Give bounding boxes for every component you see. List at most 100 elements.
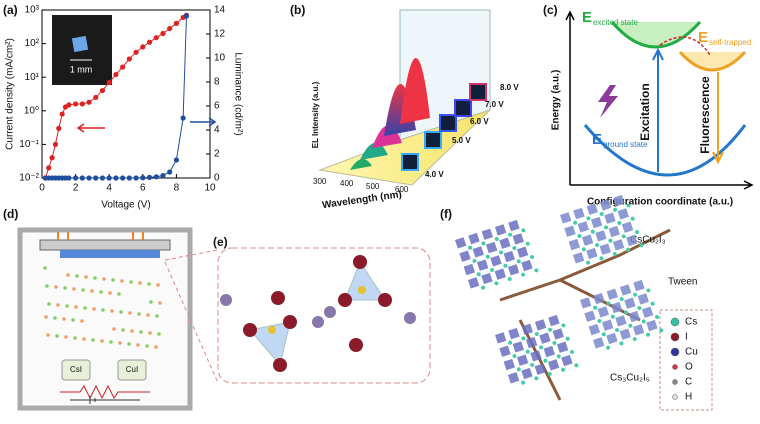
energy-symbol: E (592, 131, 602, 148)
state-label: ground state (603, 140, 648, 149)
data-point (126, 175, 132, 181)
data-point (113, 175, 119, 181)
polyhedron (561, 354, 573, 367)
atom (516, 259, 521, 264)
panel-a: 1 mm Current density (mA/cm²) Luminance … (5, 5, 244, 211)
vapor-particle (63, 286, 67, 290)
atom-i (283, 315, 297, 329)
atom (641, 319, 646, 324)
legend-label: C (685, 377, 692, 388)
voltage-label: 7.0 V (485, 100, 504, 109)
chamber (17, 227, 193, 411)
atom-i (349, 338, 363, 352)
atom (573, 220, 578, 225)
polyhedron (468, 232, 480, 245)
vapor-particle (46, 333, 50, 337)
atom (655, 315, 660, 320)
polyhedron (476, 259, 489, 271)
polyhedron (494, 224, 507, 236)
atom (606, 345, 611, 350)
polyhedron (590, 216, 603, 229)
vapor-particle (119, 310, 123, 314)
atom (547, 371, 552, 376)
atom (508, 232, 513, 237)
legend-label: H (685, 392, 692, 403)
atom (612, 251, 617, 256)
polyhedron (454, 237, 467, 249)
data-point (183, 13, 190, 19)
legend-marker (672, 379, 678, 385)
polyhedron (521, 323, 533, 335)
x-tick-label: 8 (174, 183, 180, 194)
crucible-label: CsI (70, 365, 82, 374)
vapor-particle (53, 316, 57, 320)
atom (599, 256, 604, 261)
vapor-particle (102, 277, 106, 281)
vapor-particle (117, 292, 121, 296)
vapor-particle (99, 290, 103, 294)
atom (630, 216, 635, 221)
y2-axis-label: Luminance (cd/m²) (232, 52, 243, 135)
atom (590, 229, 595, 234)
polyhedron (604, 212, 616, 224)
atom (646, 332, 651, 337)
atom (626, 247, 631, 252)
crystal-lattice (560, 194, 644, 265)
data-point (120, 64, 126, 70)
atom (570, 350, 575, 355)
data-point (133, 49, 139, 55)
data-point (133, 175, 139, 181)
data-point (167, 169, 173, 175)
vapor-particle (43, 266, 47, 270)
y2-tick-label: 6 (214, 101, 220, 112)
panel-label: (a) (3, 3, 18, 17)
heater (60, 384, 150, 400)
atom (530, 255, 535, 260)
polyhedron (516, 354, 529, 366)
y-tick-label: 10² (25, 38, 40, 49)
inset-sample (71, 35, 89, 53)
atom (508, 340, 513, 345)
polyhedron (525, 336, 538, 349)
data-point (99, 87, 106, 94)
atom (606, 301, 611, 306)
fluorescence-arrow (712, 72, 724, 165)
polyhedron (472, 246, 484, 258)
inset-label: 1 mm (70, 64, 93, 74)
vapor-particle (120, 279, 124, 283)
polyhedron (459, 250, 471, 262)
polyhedron (530, 350, 542, 362)
atom-cu (358, 286, 366, 294)
atom (534, 376, 539, 381)
polyhedron (521, 367, 533, 380)
polyhedron (581, 234, 594, 246)
polyhedron (463, 263, 475, 276)
crystal-lattice (454, 219, 539, 290)
axis-arrow (190, 117, 217, 127)
data-point (126, 56, 132, 62)
polyhedron (539, 332, 551, 344)
atom-cs (324, 306, 336, 318)
atom (507, 276, 512, 281)
polyhedron (584, 310, 596, 322)
legend-marker (672, 394, 678, 400)
polyhedron (632, 324, 645, 336)
data-point (173, 157, 179, 163)
atom (574, 363, 579, 368)
polyhedron (628, 310, 640, 323)
atom (650, 301, 655, 306)
data-point (140, 44, 146, 50)
data-point (180, 115, 186, 121)
vapor-particle (100, 339, 104, 343)
vapor-particle (128, 311, 132, 315)
atom (593, 305, 598, 310)
polyhedron (637, 293, 649, 305)
polyhedron (606, 332, 618, 345)
voltage-label: 5.0 V (452, 136, 471, 145)
data-point (66, 102, 72, 108)
atom-i (353, 255, 367, 269)
zoom-box (217, 247, 431, 384)
polyhedron (499, 237, 511, 249)
atom (632, 336, 637, 341)
atom (499, 250, 504, 255)
